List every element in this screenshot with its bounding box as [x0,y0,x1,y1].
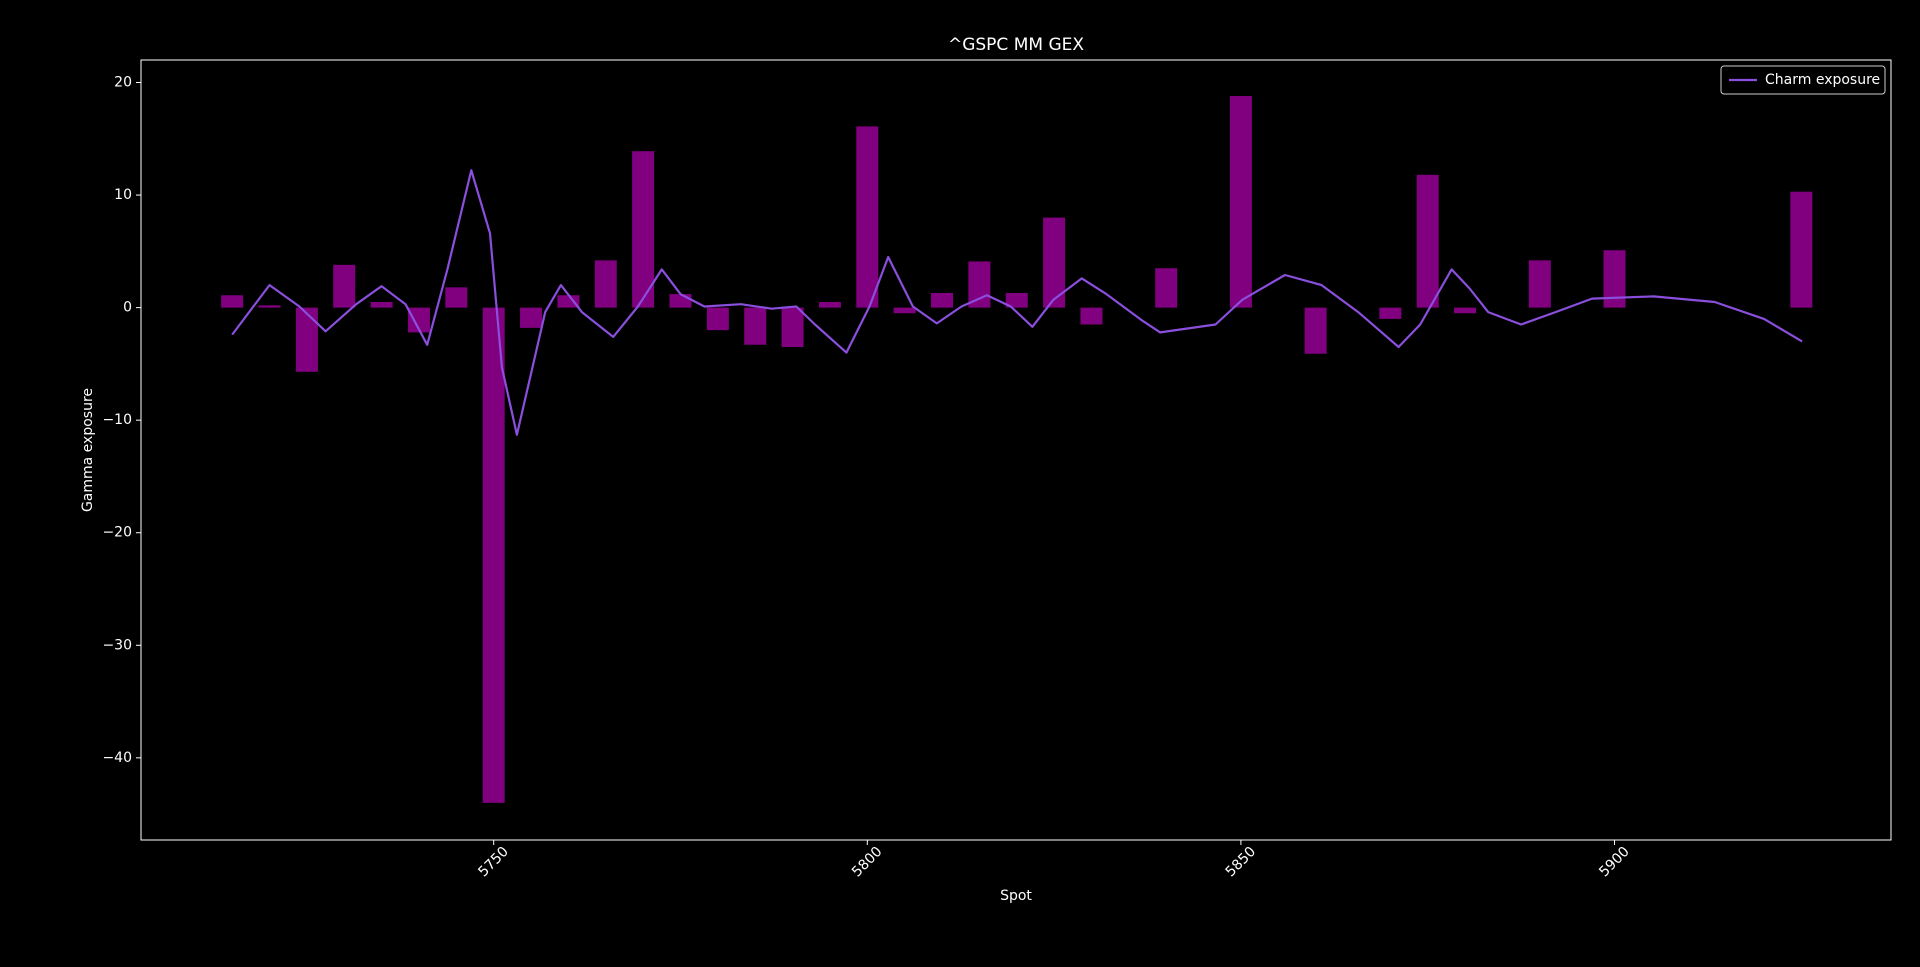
y-tick-label: −10 [102,412,132,428]
bar [1528,260,1551,308]
legend-box [1720,65,1886,95]
y-tick-label: 0 [123,300,132,316]
bar [1043,217,1066,308]
x-axis-label: Spot [1000,888,1032,904]
bar [1155,268,1178,308]
bar [1005,292,1028,308]
bar [258,305,281,308]
bar [632,151,655,308]
bar [1304,307,1327,354]
y-tick-label: 10 [114,187,132,203]
bar [781,307,804,348]
y-axis-label: Gamma exposure [80,388,96,512]
bar [482,307,505,803]
chart-title: ^GSPC MM GEX [948,35,1084,55]
bar [295,307,318,372]
y-tick-label: 20 [114,75,132,91]
plot-frame [140,59,1892,841]
bar [557,295,580,308]
bar [594,260,617,308]
y-tick-label: −40 [102,750,132,766]
bar [706,307,729,331]
bar [445,287,468,308]
bar [1080,307,1103,325]
bar [407,307,430,333]
bar [818,301,841,308]
bar [221,295,244,308]
bar [893,307,916,314]
bar [370,301,393,308]
y-tick-label: −30 [102,637,132,653]
bar [1454,307,1477,314]
bar [669,294,692,308]
bar [856,126,879,308]
bar [333,264,356,308]
y-tick-label: −20 [102,525,132,541]
bar [1416,174,1439,308]
legend-label: Charm exposure [1765,72,1880,88]
bar [968,261,991,308]
bar [520,307,543,328]
bar [1790,191,1813,308]
bar [744,307,767,345]
bar [1229,96,1252,308]
line [231,169,1803,436]
bar [931,292,954,308]
bar [1379,307,1402,319]
bar [1603,250,1626,308]
